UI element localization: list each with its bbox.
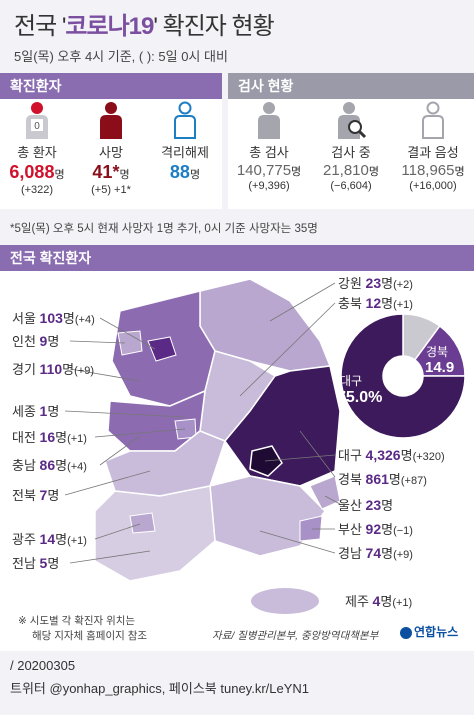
donut-chart: [340, 313, 466, 439]
source-text: 자료/ 질병관리본부, 중앙방역대책본부: [212, 630, 379, 642]
region-label-rtop-1: 충북 12명(+1): [338, 295, 413, 311]
region-label-left-6: 전북 7명: [12, 487, 60, 503]
credit-date: / 20200305: [10, 658, 76, 673]
confirmed-panel: 0 총 환자 6,088명 (+322) 사망 41*명 (+5) +1* 격리…: [0, 99, 222, 209]
confirmed-header: 확진환자: [0, 73, 222, 99]
yonhap-logo: 연합뉴스: [400, 623, 458, 640]
person-badge-0-icon: 0: [0, 99, 74, 139]
donut-label-gb: 경북: [426, 345, 449, 359]
released-stat: 격리해제 88명: [148, 99, 222, 184]
test-panel: 총 검사 140,775명 (+9,396) 검사 중 21,810명 (−6,…: [228, 99, 474, 209]
region-seoul: [147, 336, 177, 362]
donut-value-gb: 14.9: [425, 359, 455, 376]
region-label-jeju: 제주 4명(+1): [345, 593, 413, 609]
region-label-left-3: 세종 1명: [12, 403, 60, 419]
region-label-rbot-4: 경남 74명(+9): [338, 545, 413, 561]
region-label-rbot-2: 울산 23명: [338, 497, 394, 513]
credit-social: 트위터 @yonhap_graphics, 페이스북 tuney.kr/LeYN…: [10, 681, 310, 696]
region-label-left-1: 인천 9명: [12, 333, 60, 349]
region-label-left-2: 경기 110명(+9): [12, 361, 94, 377]
footnote-line1: ※ 시도별 각 확진자 위치는: [18, 615, 136, 627]
page-title: 전국 '코로나19' 확진자 현황: [14, 13, 275, 40]
region-gyeongnam: [209, 475, 326, 557]
region-jeonnam: [94, 485, 216, 582]
svg-text:0: 0: [34, 121, 40, 132]
region-incheon: [117, 330, 143, 356]
total-patients-stat: 0 총 환자 6,088명 (+322): [0, 99, 74, 196]
person-outline-blue-icon: [148, 99, 222, 139]
region-label-left-5: 충남 86명(+4): [12, 457, 87, 473]
region-ulsan: [309, 475, 341, 510]
region-label-left-7: 광주 14명(+1): [12, 531, 87, 547]
donut-value-daegu: 75.0%: [337, 389, 383, 406]
page-subtitle: 5일(목) 오후 4시 기준, ( ): 5일 0시 대비: [14, 49, 228, 64]
map-header: 전국 확진환자: [0, 245, 474, 271]
region-busan: [299, 515, 323, 542]
test-header: 검사 현황: [228, 73, 474, 99]
total-tests-stat: 총 검사 140,775명 (+9,396): [228, 99, 310, 192]
donut-label-daegu: 대구: [340, 374, 363, 388]
region-label-rtop-0: 강원 23명(+2): [338, 275, 413, 291]
footnote-death: *5일(목) 오후 5시 현재 사망자 1명 추가, 0시 기준 사망자는 35…: [10, 223, 318, 235]
footnote-line2: 해당 지자체 홈페이지 참조: [32, 630, 148, 642]
region-label-rbot-3: 부산 92명(−1): [338, 521, 413, 537]
person-outline-gray-icon: [392, 99, 474, 139]
region-label-left-0: 서울 103명(+4): [12, 310, 95, 326]
region-label-rbot-0: 대구 4,326명(+320): [338, 447, 445, 463]
region-label-rbot-1: 경북 861명(+87): [338, 471, 427, 487]
person-gray-icon: [228, 99, 310, 139]
testing-stat: 검사 중 21,810명 (−6,604): [310, 99, 392, 192]
region-jeju: [251, 588, 319, 614]
region-label-left-8: 전남 5명: [12, 555, 60, 571]
korea-map: [64, 278, 341, 614]
person-magnifier-icon: [310, 99, 392, 139]
donut-slice-2: [340, 313, 466, 439]
region-gwangju: [129, 512, 156, 534]
region-label-left-4: 대전 16명(+1): [12, 429, 87, 445]
person-dark-red-icon: [74, 99, 148, 139]
negative-stat: 결과 음성 118,965명 (+16,000): [392, 99, 474, 192]
deaths-stat: 사망 41*명 (+5) +1*: [74, 99, 148, 196]
